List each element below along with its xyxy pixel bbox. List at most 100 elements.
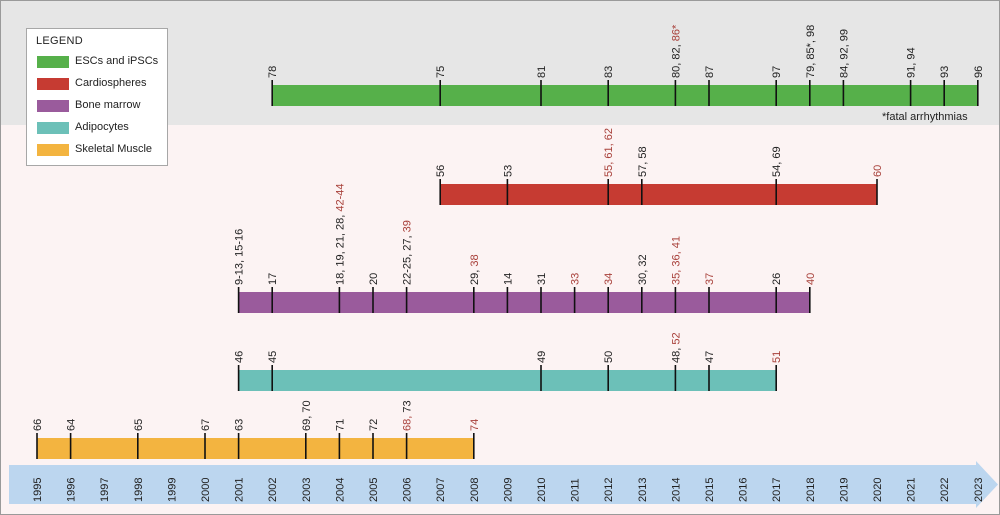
year-label-2002: 2002 [267, 478, 279, 502]
ref-segment-bone-marrow-2006-0: 22-25, 27, [402, 232, 414, 285]
ref-label-bone-marrow-2018: 40 [805, 273, 817, 285]
ref-segment-escs-and-ipscs-2014-0: 80, 82, [670, 41, 682, 78]
ref-segment-skeletal-muscle-2003-0: 69, 70 [301, 400, 313, 431]
ref-segment-adipocytes-2015-0: 47 [704, 351, 716, 363]
ref-segment-bone-marrow-2012-0: 34 [603, 273, 615, 285]
ref-label-cardiospheres-2012: 55, 61, 62 [603, 128, 615, 177]
ref-segment-bone-marrow-2002-0: 17 [267, 273, 279, 285]
ref-segment-escs-and-ipscs-2018-0: 79, 85*, 98 [805, 25, 817, 78]
legend-swatch-skeletal-muscle [37, 144, 69, 156]
ref-segment-bone-marrow-2010-0: 31 [536, 273, 548, 285]
ref-label-skeletal-muscle-2006: 68, 73 [402, 400, 414, 431]
year-label-2019: 2019 [838, 478, 850, 502]
ref-label-bone-marrow-2012: 34 [603, 273, 615, 285]
ref-segment-bone-marrow-2009-0: 14 [502, 273, 514, 285]
year-label-2004: 2004 [334, 478, 346, 502]
ref-segment-escs-and-ipscs-2007-0: 75 [435, 66, 447, 78]
ref-segment-bone-marrow-2005-0: 20 [368, 273, 380, 285]
ref-segment-escs-and-ipscs-2014-1: 86* [670, 24, 682, 41]
legend-title: LEGEND [36, 35, 84, 47]
legend-label-bone-marrow: Bone marrow [75, 99, 141, 111]
ref-segment-bone-marrow-2004-0: 18, 19, 21, 28, [334, 212, 346, 285]
ref-segment-adipocytes-2012-0: 50 [603, 351, 615, 363]
ref-segment-bone-marrow-2001-0: 9-13, 15-16 [234, 229, 246, 285]
ref-segment-escs-and-ipscs-2019-0: 84, 92, 99 [838, 29, 850, 78]
ref-segment-bone-marrow-2014-0: 35, 36, 41 [670, 236, 682, 285]
year-label-2015: 2015 [704, 478, 716, 502]
ref-label-escs-and-ipscs-2014: 80, 82, 86* [670, 24, 682, 78]
year-label-1998: 1998 [133, 478, 145, 502]
ref-label-skeletal-muscle-2008: 74 [469, 419, 481, 431]
ref-segment-cardiospheres-2007-0: 56 [435, 165, 447, 177]
year-label-1999: 1999 [166, 478, 178, 502]
bar-escs-and-ipscs [272, 85, 978, 106]
timeline-arrow [9, 461, 998, 508]
ref-segment-bone-marrow-2018-0: 40 [805, 273, 817, 285]
legend-swatch-cardiospheres [37, 78, 69, 90]
ref-segment-bone-marrow-2011-0: 33 [570, 273, 582, 285]
year-label-2014: 2014 [670, 478, 682, 502]
ref-label-escs-and-ipscs-2019: 84, 92, 99 [838, 29, 850, 78]
year-label-2009: 2009 [502, 478, 514, 502]
ref-label-skeletal-muscle-2003: 69, 70 [301, 400, 313, 431]
ref-segment-skeletal-muscle-2006-1: 73 [402, 400, 414, 412]
ref-label-bone-marrow-2017: 26 [771, 273, 783, 285]
legend-swatch-bone-marrow [37, 100, 69, 112]
ref-label-bone-marrow-2014: 35, 36, 41 [670, 236, 682, 285]
ref-label-cardiospheres-2013: 57, 58 [637, 146, 649, 177]
year-label-2016: 2016 [738, 478, 750, 502]
year-label-2023: 2023 [973, 478, 985, 502]
ref-segment-bone-marrow-2015-0: 37 [704, 273, 716, 285]
ref-label-skeletal-muscle-2000: 67 [200, 419, 212, 431]
ref-segment-bone-marrow-2013-0: 30, 32 [637, 254, 649, 285]
ref-segment-skeletal-muscle-2001-0: 63 [234, 419, 246, 431]
legend-label-escs-ipscs: ESCs and iPSCs [75, 55, 159, 67]
ref-label-cardiospheres-2020: 60 [872, 165, 884, 177]
year-label-2022: 2022 [939, 478, 951, 502]
year-label-2018: 2018 [805, 478, 817, 502]
ref-segment-adipocytes-2014-0: 48, [670, 345, 682, 363]
ref-label-cardiospheres-2017: 54, 69 [771, 146, 783, 177]
ref-label-escs-and-ipscs-2022: 93 [939, 66, 951, 78]
ref-label-bone-marrow-2006: 22-25, 27, 39 [402, 220, 414, 285]
ref-label-bone-marrow-2010: 31 [536, 273, 548, 285]
ref-segment-skeletal-muscle-2004-0: 71 [334, 419, 346, 431]
ref-segment-skeletal-muscle-2006-0: 68, [402, 413, 414, 431]
year-label-2020: 2020 [872, 478, 884, 502]
ref-label-cardiospheres-2007: 56 [435, 165, 447, 177]
year-label-2007: 2007 [435, 478, 447, 502]
year-label-2017: 2017 [771, 478, 783, 502]
ref-label-skeletal-muscle-2004: 71 [334, 419, 346, 431]
legend-swatch-adipocytes [37, 122, 69, 134]
ref-segment-skeletal-muscle-1996-0: 64 [66, 419, 78, 431]
ref-segment-adipocytes-2014-1: 52 [670, 332, 682, 344]
ref-segment-cardiospheres-2020-0: 60 [872, 165, 884, 177]
ref-label-adipocytes-2012: 50 [603, 351, 615, 363]
ref-label-skeletal-muscle-2001: 63 [234, 419, 246, 431]
legend-swatch-escs-ipscs [37, 56, 69, 68]
ref-segment-escs-and-ipscs-2002-0: 78 [267, 66, 279, 78]
ref-label-escs-and-ipscs-2017: 97 [771, 66, 783, 78]
year-label-2000: 2000 [200, 478, 212, 502]
year-label-2005: 2005 [368, 478, 380, 502]
ref-segment-skeletal-muscle-2008-0: 74 [469, 419, 481, 431]
legend-label-cardiospheres: Cardiospheres [75, 77, 147, 89]
year-label-1997: 1997 [99, 478, 111, 502]
ref-label-bone-marrow-2005: 20 [368, 273, 380, 285]
bar-cardiospheres [440, 184, 877, 205]
ref-label-escs-and-ipscs-2012: 83 [603, 66, 615, 78]
year-label-2006: 2006 [402, 478, 414, 502]
ref-label-skeletal-muscle-1996: 64 [66, 419, 78, 431]
ref-segment-bone-marrow-2006-1: 39 [402, 220, 414, 232]
ref-label-adipocytes-2010: 49 [536, 351, 548, 363]
ref-label-adipocytes-2015: 47 [704, 351, 716, 363]
ref-label-bone-marrow-2013: 30, 32 [637, 254, 649, 285]
legend-label-skeletal-muscle: Skeletal Muscle [75, 143, 153, 155]
ref-label-escs-and-ipscs-2007: 75 [435, 66, 447, 78]
ref-label-bone-marrow-2009: 14 [502, 273, 514, 285]
legend: LEGEND ESCs and iPSCs Cardiospheres Bone… [26, 28, 168, 166]
ref-segment-bone-marrow-2008-1: 38 [469, 254, 481, 266]
ref-segment-bone-marrow-2017-0: 26 [771, 273, 783, 285]
